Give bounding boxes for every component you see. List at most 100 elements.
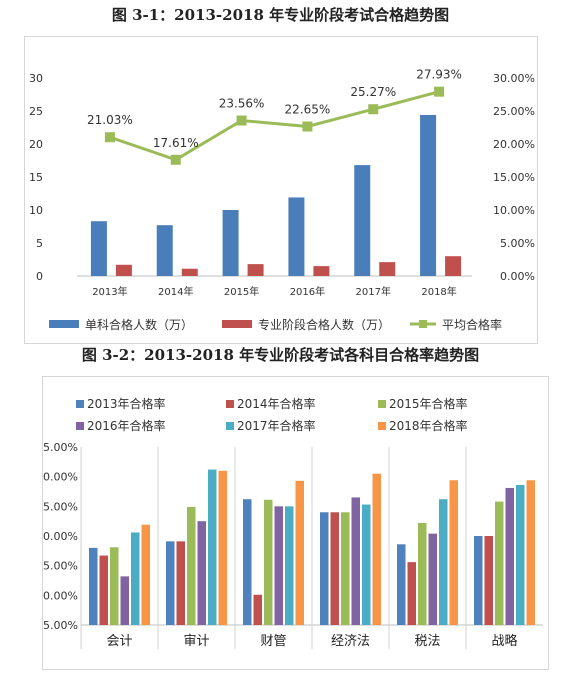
pass-rate-data-label: 23.56% (219, 97, 265, 111)
legend-label: 2018年合格率 (389, 418, 468, 433)
legend-label: 单科合格人数（万） (85, 317, 193, 332)
legend-label: 平均合格率 (442, 317, 502, 332)
bar-2017年合格率 (439, 499, 448, 625)
bar-stage-passers (247, 264, 264, 276)
left-y-tick-label: 0 (36, 270, 43, 283)
bar-2018年合格率 (295, 480, 304, 625)
bar-stage-passers (181, 268, 198, 276)
legend-label: 2015年合格率 (389, 396, 468, 411)
bar-2014年合格率 (253, 594, 262, 625)
bar-2016年合格率 (428, 533, 437, 625)
bar-2017年合格率 (208, 469, 217, 625)
right-y-tick-label: 30.00% (493, 72, 535, 85)
bar-2016年合格率 (197, 521, 206, 625)
average-pass-rate-point (302, 121, 313, 132)
legend-swatch (49, 320, 79, 328)
bar-2014年合格率 (484, 536, 493, 625)
bar-stage-passers (379, 262, 396, 276)
legend-marker (419, 320, 427, 328)
average-pass-rate-point (434, 86, 445, 97)
pass-rate-data-label: 27.93% (416, 68, 462, 82)
bar-2017年合格率 (285, 506, 294, 625)
pass-rate-data-label: 21.03% (87, 113, 133, 127)
bar-2018年合格率 (141, 524, 150, 625)
legend-label: 2017年合格率 (237, 418, 316, 433)
x-tick-label: 2015年 (224, 285, 259, 298)
bar-2014年合格率 (176, 541, 185, 625)
bar-stage-passers (115, 264, 132, 276)
bar-2018年合格率 (449, 480, 458, 625)
bar-single-subject-passers (288, 197, 305, 276)
y-tick-label: 30.00% (43, 471, 78, 484)
legend-label: 2013年合格率 (87, 396, 166, 411)
x-tick-label: 2018年 (421, 285, 456, 298)
pass-rate-data-label: 22.65% (285, 103, 331, 117)
x-tick-label: 经济法 (331, 634, 370, 649)
y-tick-label: 5.00% (43, 619, 78, 632)
bar-2013年合格率 (474, 536, 483, 625)
bar-2015年合格率 (264, 499, 273, 625)
legend-swatch (76, 422, 84, 430)
bar-2015年合格率 (110, 547, 119, 625)
left-y-tick-label: 15 (29, 171, 43, 184)
right-y-tick-label: 15.00% (493, 171, 535, 184)
x-tick-label: 2013年 (92, 285, 127, 298)
legend-swatch (226, 422, 234, 430)
figure2-chart: 5.00% 10.00% 15.00% 20.00% 25.00% 30.00% 35.00… (36, 396, 543, 649)
right-y-tick-label: 25.00% (493, 105, 535, 118)
x-tick-label: 财管 (260, 634, 286, 649)
bar-single-subject-passers (90, 221, 107, 276)
bar-single-subject-passers (354, 165, 371, 276)
x-tick-label: 会计 (106, 634, 132, 649)
legend-swatch (226, 400, 234, 408)
bar-2017年合格率 (131, 532, 140, 625)
bar-2018年合格率 (372, 473, 381, 625)
right-y-tick-label: 0.00% (500, 270, 535, 283)
x-tick-label: 2016年 (290, 285, 325, 298)
legend-label: 2014年合格率 (237, 396, 316, 411)
right-y-tick-label: 5.00% (500, 237, 535, 250)
average-pass-rate-line (109, 90, 440, 162)
pass-rate-data-label: 25.27% (350, 85, 396, 99)
y-tick-label: 35.00% (43, 441, 78, 454)
bar-2013年合格率 (397, 544, 406, 625)
bar-single-subject-passers (156, 225, 173, 276)
left-y-tick-label: 5 (36, 237, 43, 250)
legend-swatch (222, 320, 252, 328)
legend-swatch (76, 400, 84, 408)
bar-2013年合格率 (89, 547, 98, 625)
bar-2014年合格率 (99, 555, 108, 625)
bar-stage-passers (313, 266, 330, 276)
left-y-tick-label: 10 (29, 204, 43, 217)
figure1-chart: 0 5 10 15 20 25 30 0.00% 5.00% 10.00% 15.00% 20.00%… (29, 68, 535, 332)
figure1-chart-panel: 0 5 10 15 20 25 30 0.00% 5.00% 10.00% 15.00% 20.00%… (24, 36, 538, 344)
y-tick-label: 10.00% (43, 589, 78, 602)
bar-2015年合格率 (187, 506, 196, 625)
x-tick-label: 战略 (491, 633, 517, 649)
legend-label: 2016年合格率 (87, 418, 166, 433)
bar-2018年合格率 (218, 470, 227, 625)
y-tick-label: 20.00% (43, 530, 78, 543)
bar-2013年合格率 (243, 499, 252, 625)
average-pass-rate-point (104, 132, 115, 143)
left-y-tick-label: 20 (29, 138, 43, 151)
bar-single-subject-passers (222, 210, 239, 276)
bar-2014年合格率 (330, 512, 339, 625)
bar-2017年合格率 (516, 484, 525, 625)
average-pass-rate-point (236, 115, 247, 126)
bar-2018年合格率 (526, 480, 535, 625)
right-y-tick-label: 10.00% (493, 204, 535, 217)
bar-2015年合格率 (495, 501, 504, 625)
bar-2015年合格率 (418, 522, 427, 625)
y-tick-label: 15.00% (43, 560, 78, 573)
bar-2016年合格率 (274, 506, 283, 625)
x-tick-label: 税法 (414, 634, 440, 649)
x-tick-label: 2017年 (356, 285, 391, 298)
legend-label: 专业阶段合格人数（万） (258, 317, 390, 332)
bar-2013年合格率 (166, 541, 175, 625)
y-tick-label: 25.00% (43, 500, 78, 513)
bar-single-subject-passers (420, 114, 437, 277)
right-y-tick-label: 20.00% (493, 138, 535, 151)
figure2-chart-panel: 5.00% 10.00% 15.00% 20.00% 25.00% 30.00% 35.00… (36, 376, 549, 670)
pass-rate-data-label: 17.61% (153, 136, 199, 150)
